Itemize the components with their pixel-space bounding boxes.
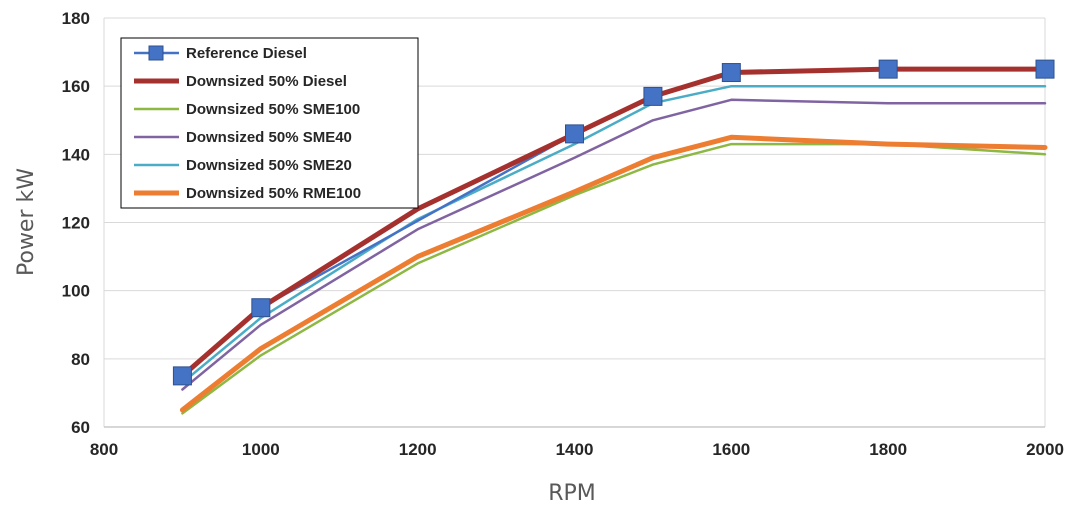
x-tick-label: 1200 bbox=[399, 440, 437, 459]
reference-diesel-marker bbox=[721, 63, 741, 83]
x-tick-label: 1400 bbox=[556, 440, 594, 459]
legend-label-2: Downsized 50% SME100 bbox=[186, 101, 360, 118]
legend-label-0: Reference Diesel bbox=[186, 45, 307, 62]
reference-diesel-marker bbox=[251, 298, 271, 318]
x-axis-title: RPM bbox=[548, 481, 596, 506]
y-tick-label: 140 bbox=[62, 145, 90, 164]
series-line-5 bbox=[179, 134, 1048, 413]
reference-diesel-marker bbox=[1035, 59, 1055, 79]
reference-diesel-marker bbox=[565, 124, 584, 144]
x-tick-label: 2000 bbox=[1026, 440, 1064, 459]
series-line-1 bbox=[179, 66, 1048, 379]
series-line-3 bbox=[181, 98, 1047, 391]
reference-diesel-marker bbox=[878, 59, 898, 79]
y-tick-label: 100 bbox=[62, 282, 90, 301]
reference-diesel-marker bbox=[643, 86, 663, 106]
legend-label-4: Downsized 50% SME20 bbox=[186, 157, 352, 174]
legend-label-3: Downsized 50% SME40 bbox=[186, 129, 352, 146]
legend-marker bbox=[148, 45, 164, 61]
y-axis-ticks: 60 80 100 120 140 160 180 bbox=[62, 9, 90, 437]
y-tick-label: 120 bbox=[62, 214, 90, 233]
legend: Reference Diesel Downsized 50% Diesel Down… bbox=[120, 37, 419, 209]
x-tick-label: 1000 bbox=[242, 440, 280, 459]
y-tick-label: 80 bbox=[71, 350, 90, 369]
y-axis-title: Power kW bbox=[14, 168, 39, 276]
series-markers bbox=[172, 59, 1055, 386]
x-tick-label: 800 bbox=[90, 440, 118, 459]
y-tick-label: 180 bbox=[62, 9, 90, 28]
x-tick-label: 1800 bbox=[869, 440, 907, 459]
y-tick-label: 160 bbox=[62, 77, 90, 96]
y-tick-label: 60 bbox=[71, 418, 90, 437]
x-tick-label: 1600 bbox=[712, 440, 750, 459]
x-axis-ticks: 800 1000 1200 1400 1600 1800 2000 bbox=[90, 440, 1064, 459]
legend-box bbox=[120, 37, 419, 209]
legend-label-5: Downsized 50% RME100 bbox=[186, 185, 361, 202]
legend-label-1: Downsized 50% Diesel bbox=[186, 73, 347, 90]
reference-diesel-marker bbox=[172, 366, 192, 386]
series-line-4 bbox=[181, 84, 1047, 384]
